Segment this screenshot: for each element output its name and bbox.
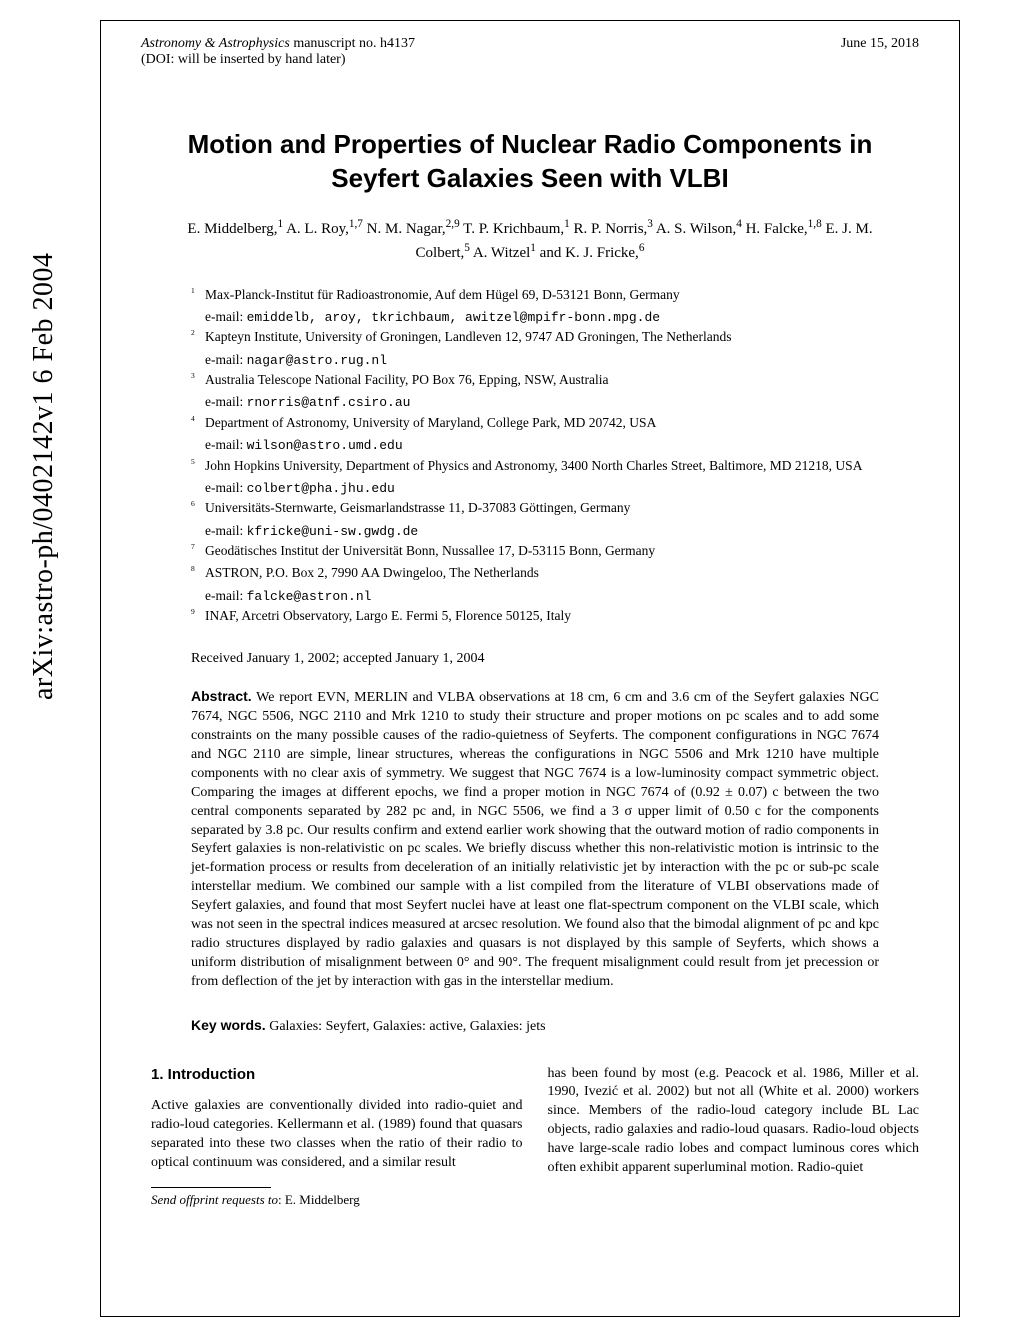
left-column: 1. Introduction Active galaxies are conv…	[151, 1065, 523, 1209]
header-row: Astronomy & Astrophysics manuscript no. …	[141, 36, 919, 52]
journal-name: Astronomy & Astrophysics	[141, 36, 290, 51]
affiliation-item: 7Geodätisches Institut der Universität B…	[191, 541, 879, 561]
affiliation-email: e-mail: nagar@astro.rug.nl	[205, 350, 879, 371]
intro-para-left: Active galaxies are conventionally divid…	[151, 1097, 523, 1173]
footnote-rule	[151, 1187, 271, 1188]
affiliation-text: John Hopkins University, Department of P…	[205, 456, 879, 476]
affiliation-number: 4	[191, 413, 205, 433]
paper-title: Motion and Properties of Nuclear Radio C…	[161, 128, 899, 196]
received-line: Received January 1, 2002; accepted Janua…	[191, 651, 879, 667]
affiliation-text: ASTRON, P.O. Box 2, 7990 AA Dwingeloo, T…	[205, 563, 879, 583]
affiliation-text: Max-Planck-Institut für Radioastronomie,…	[205, 285, 879, 305]
affiliation-item: 8ASTRON, P.O. Box 2, 7990 AA Dwingeloo, …	[191, 563, 879, 583]
affiliation-email: e-mail: kfricke@uni-sw.gwdg.de	[205, 521, 879, 542]
affiliation-email: e-mail: colbert@pha.jhu.edu	[205, 478, 879, 499]
intro-para-right: has been found by most (e.g. Peacock et …	[548, 1065, 920, 1178]
date: June 15, 2018	[841, 36, 919, 52]
keywords: Key words. Galaxies: Seyfert, Galaxies: …	[191, 1017, 879, 1035]
affiliation-text: Geodätisches Institut der Universität Bo…	[205, 541, 879, 561]
affiliation-email: e-mail: rnorris@atnf.csiro.au	[205, 392, 879, 413]
body-columns: 1. Introduction Active galaxies are conv…	[151, 1065, 919, 1209]
affiliation-item: 6Universitäts-Sternwarte, Geismarlandstr…	[191, 498, 879, 518]
affiliation-number: 9	[191, 606, 205, 626]
affiliation-item: 5John Hopkins University, Department of …	[191, 456, 879, 476]
affiliation-number: 1	[191, 285, 205, 305]
affiliation-text: Australia Telescope National Facility, P…	[205, 370, 879, 390]
affiliation-number: 5	[191, 456, 205, 476]
arxiv-stamp: arXiv:astro-ph/0402142v1 6 Feb 2004	[28, 252, 60, 700]
affiliation-item: 3Australia Telescope National Facility, …	[191, 370, 879, 390]
affiliation-email: e-mail: emiddelb, aroy, tkrichbaum, awit…	[205, 307, 879, 328]
footnote-name: : E. Middelberg	[278, 1192, 360, 1207]
affiliation-number: 2	[191, 327, 205, 347]
affiliation-text: Kapteyn Institute, University of Groning…	[205, 327, 879, 347]
affiliation-number: 8	[191, 563, 205, 583]
manuscript-no: manuscript no. h4137	[290, 36, 415, 51]
affiliation-number: 3	[191, 370, 205, 390]
affiliation-item: 2Kapteyn Institute, University of Gronin…	[191, 327, 879, 347]
journal-line: Astronomy & Astrophysics manuscript no. …	[141, 36, 415, 52]
affiliation-email: e-mail: falcke@astron.nl	[205, 586, 879, 607]
abstract: Abstract. We report EVN, MERLIN and VLBA…	[191, 687, 879, 991]
affiliation-number: 7	[191, 541, 205, 561]
affiliation-text: Department of Astronomy, University of M…	[205, 413, 879, 433]
affiliation-number: 6	[191, 498, 205, 518]
section-heading: 1. Introduction	[151, 1065, 523, 1085]
authors: E. Middelberg,1 A. L. Roy,1,7 N. M. Naga…	[171, 216, 889, 265]
abstract-label: Abstract.	[191, 688, 252, 704]
affiliation-item: 9INAF, Arcetri Observatory, Largo E. Fer…	[191, 606, 879, 626]
doi-line: (DOI: will be inserted by hand later)	[141, 52, 919, 68]
keywords-label: Key words.	[191, 1017, 266, 1033]
footnote-label: Send offprint requests to	[151, 1192, 278, 1207]
affiliation-text: Universitäts-Sternwarte, Geismarlandstra…	[205, 498, 879, 518]
affiliations: 1Max-Planck-Institut für Radioastronomie…	[191, 285, 879, 627]
footnote: Send offprint requests to: E. Middelberg	[151, 1191, 523, 1209]
affiliation-item: 4Department of Astronomy, University of …	[191, 413, 879, 433]
page-frame: Astronomy & Astrophysics manuscript no. …	[100, 20, 960, 1317]
affiliation-item: 1Max-Planck-Institut für Radioastronomie…	[191, 285, 879, 305]
affiliation-text: INAF, Arcetri Observatory, Largo E. Ferm…	[205, 606, 879, 626]
keywords-text: Galaxies: Seyfert, Galaxies: active, Gal…	[266, 1019, 546, 1034]
affiliation-email: e-mail: wilson@astro.umd.edu	[205, 435, 879, 456]
abstract-text: We report EVN, MERLIN and VLBA observati…	[191, 690, 879, 988]
right-column: has been found by most (e.g. Peacock et …	[548, 1065, 920, 1209]
